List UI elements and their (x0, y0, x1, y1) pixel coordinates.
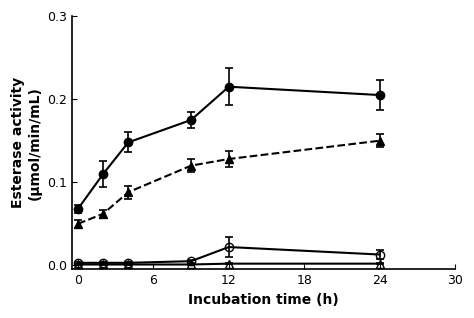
X-axis label: Incubation time (h): Incubation time (h) (188, 293, 339, 307)
Y-axis label: Esterase activity
(μmol/min/mL): Esterase activity (μmol/min/mL) (11, 77, 41, 208)
